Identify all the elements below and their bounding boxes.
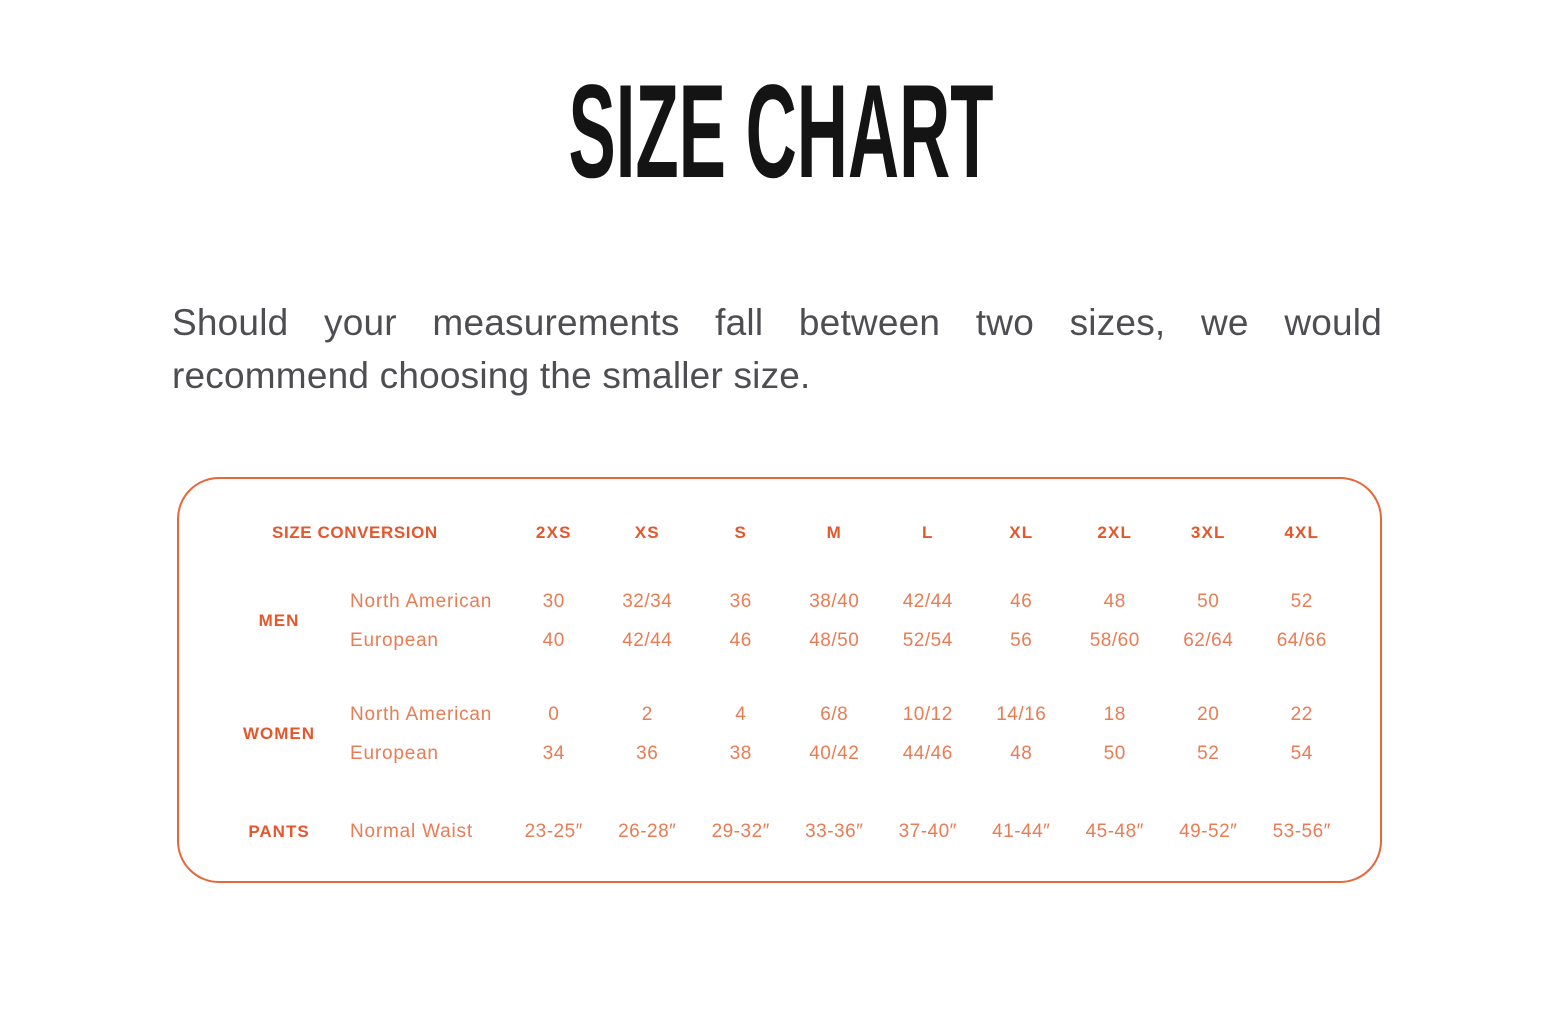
value-cell: 56 [1010, 629, 1033, 651]
value-cell: 45-48″ [1085, 820, 1144, 842]
page-title-graphic: SIZE CHART [569, 62, 994, 202]
row-label-pants-normal-waist: Normal Waist [350, 820, 473, 842]
value-cell: 41-44″ [992, 820, 1051, 842]
value-cell: 54 [1290, 742, 1313, 764]
value-cell: 37-40″ [898, 820, 957, 842]
value-cell: 20 [1197, 703, 1220, 725]
value-cell: 52 [1197, 742, 1220, 764]
value-cell: 52/54 [902, 629, 953, 651]
intro-line-1: Should your measurements fall between tw… [172, 302, 1382, 343]
value-cell: 22 [1290, 703, 1313, 725]
row-label-men-european: European [350, 629, 439, 651]
value-cell: 48 [1010, 742, 1033, 764]
value-cell: 6/8 [820, 703, 849, 725]
intro-paragraph: Should your measurements fall between tw… [172, 296, 1382, 402]
size-conversion-table: SIZE CONVERSION 2XS XS S M L XL 2XL 3XL … [177, 477, 1382, 883]
size-header-l: L [921, 523, 934, 542]
size-header-m: M [826, 523, 842, 542]
value-cell: 42/44 [622, 629, 673, 651]
page-title: SIZE CHART [569, 62, 994, 202]
value-cell: 52 [1290, 590, 1313, 612]
value-cell: 38/40 [809, 590, 860, 612]
value-cell: 46 [729, 629, 752, 651]
value-cell: 46 [1010, 590, 1033, 612]
size-header-4xl: 4XL [1284, 523, 1320, 542]
size-header-2xs: 2XS [535, 523, 572, 542]
value-cell: 48 [1103, 590, 1126, 612]
value-cell: 18 [1103, 703, 1126, 725]
value-cell: 64/66 [1276, 629, 1327, 651]
value-cell: 50 [1103, 742, 1126, 764]
intro-line-2: recommend choosing the smaller size. [172, 355, 811, 396]
value-cell: 34 [542, 742, 565, 764]
table-header-label: SIZE CONVERSION [272, 523, 438, 542]
value-cell: 0 [548, 703, 560, 725]
value-cell: 2 [641, 703, 653, 725]
value-cell: 50 [1197, 590, 1220, 612]
value-cell: 38 [729, 742, 752, 764]
group-label-women: WOMEN [242, 724, 316, 743]
value-cell: 30 [542, 590, 565, 612]
value-cell: 58/60 [1089, 629, 1140, 651]
value-cell: 53-56″ [1272, 820, 1331, 842]
value-cell: 48/50 [809, 629, 860, 651]
value-cell: 10/12 [902, 703, 953, 725]
size-header-xs: XS [634, 523, 660, 542]
row-label-women-north-american: North American [350, 703, 493, 725]
value-cell: 32/34 [622, 590, 673, 612]
value-cell: 40/42 [809, 742, 860, 764]
row-label-women-european: European [350, 742, 439, 764]
size-header-2xl: 2XL [1097, 523, 1133, 542]
size-header-s: S [734, 523, 748, 542]
value-cell: 4 [735, 703, 747, 725]
value-cell: 36 [636, 742, 659, 764]
value-cell: 40 [542, 629, 565, 651]
group-label-men: MEN [258, 611, 300, 630]
value-cell: 23-25″ [524, 820, 583, 842]
value-cell: 49-52″ [1179, 820, 1238, 842]
value-cell: 44/46 [902, 742, 953, 764]
size-header-3xl: 3XL [1190, 523, 1226, 542]
value-cell: 14/16 [996, 703, 1047, 725]
value-cell: 26-28″ [618, 820, 677, 842]
size-header-xl: XL [1009, 523, 1034, 542]
title-section: SIZE CHART [0, 62, 1562, 207]
row-label-men-north-american: North American [350, 590, 493, 612]
value-cell: 33-36″ [805, 820, 864, 842]
value-cell: 29-32″ [711, 820, 770, 842]
value-cell: 36 [729, 590, 752, 612]
value-cell: 62/64 [1183, 629, 1234, 651]
group-label-pants: PANTS [248, 821, 310, 841]
value-cell: 42/44 [902, 590, 953, 612]
